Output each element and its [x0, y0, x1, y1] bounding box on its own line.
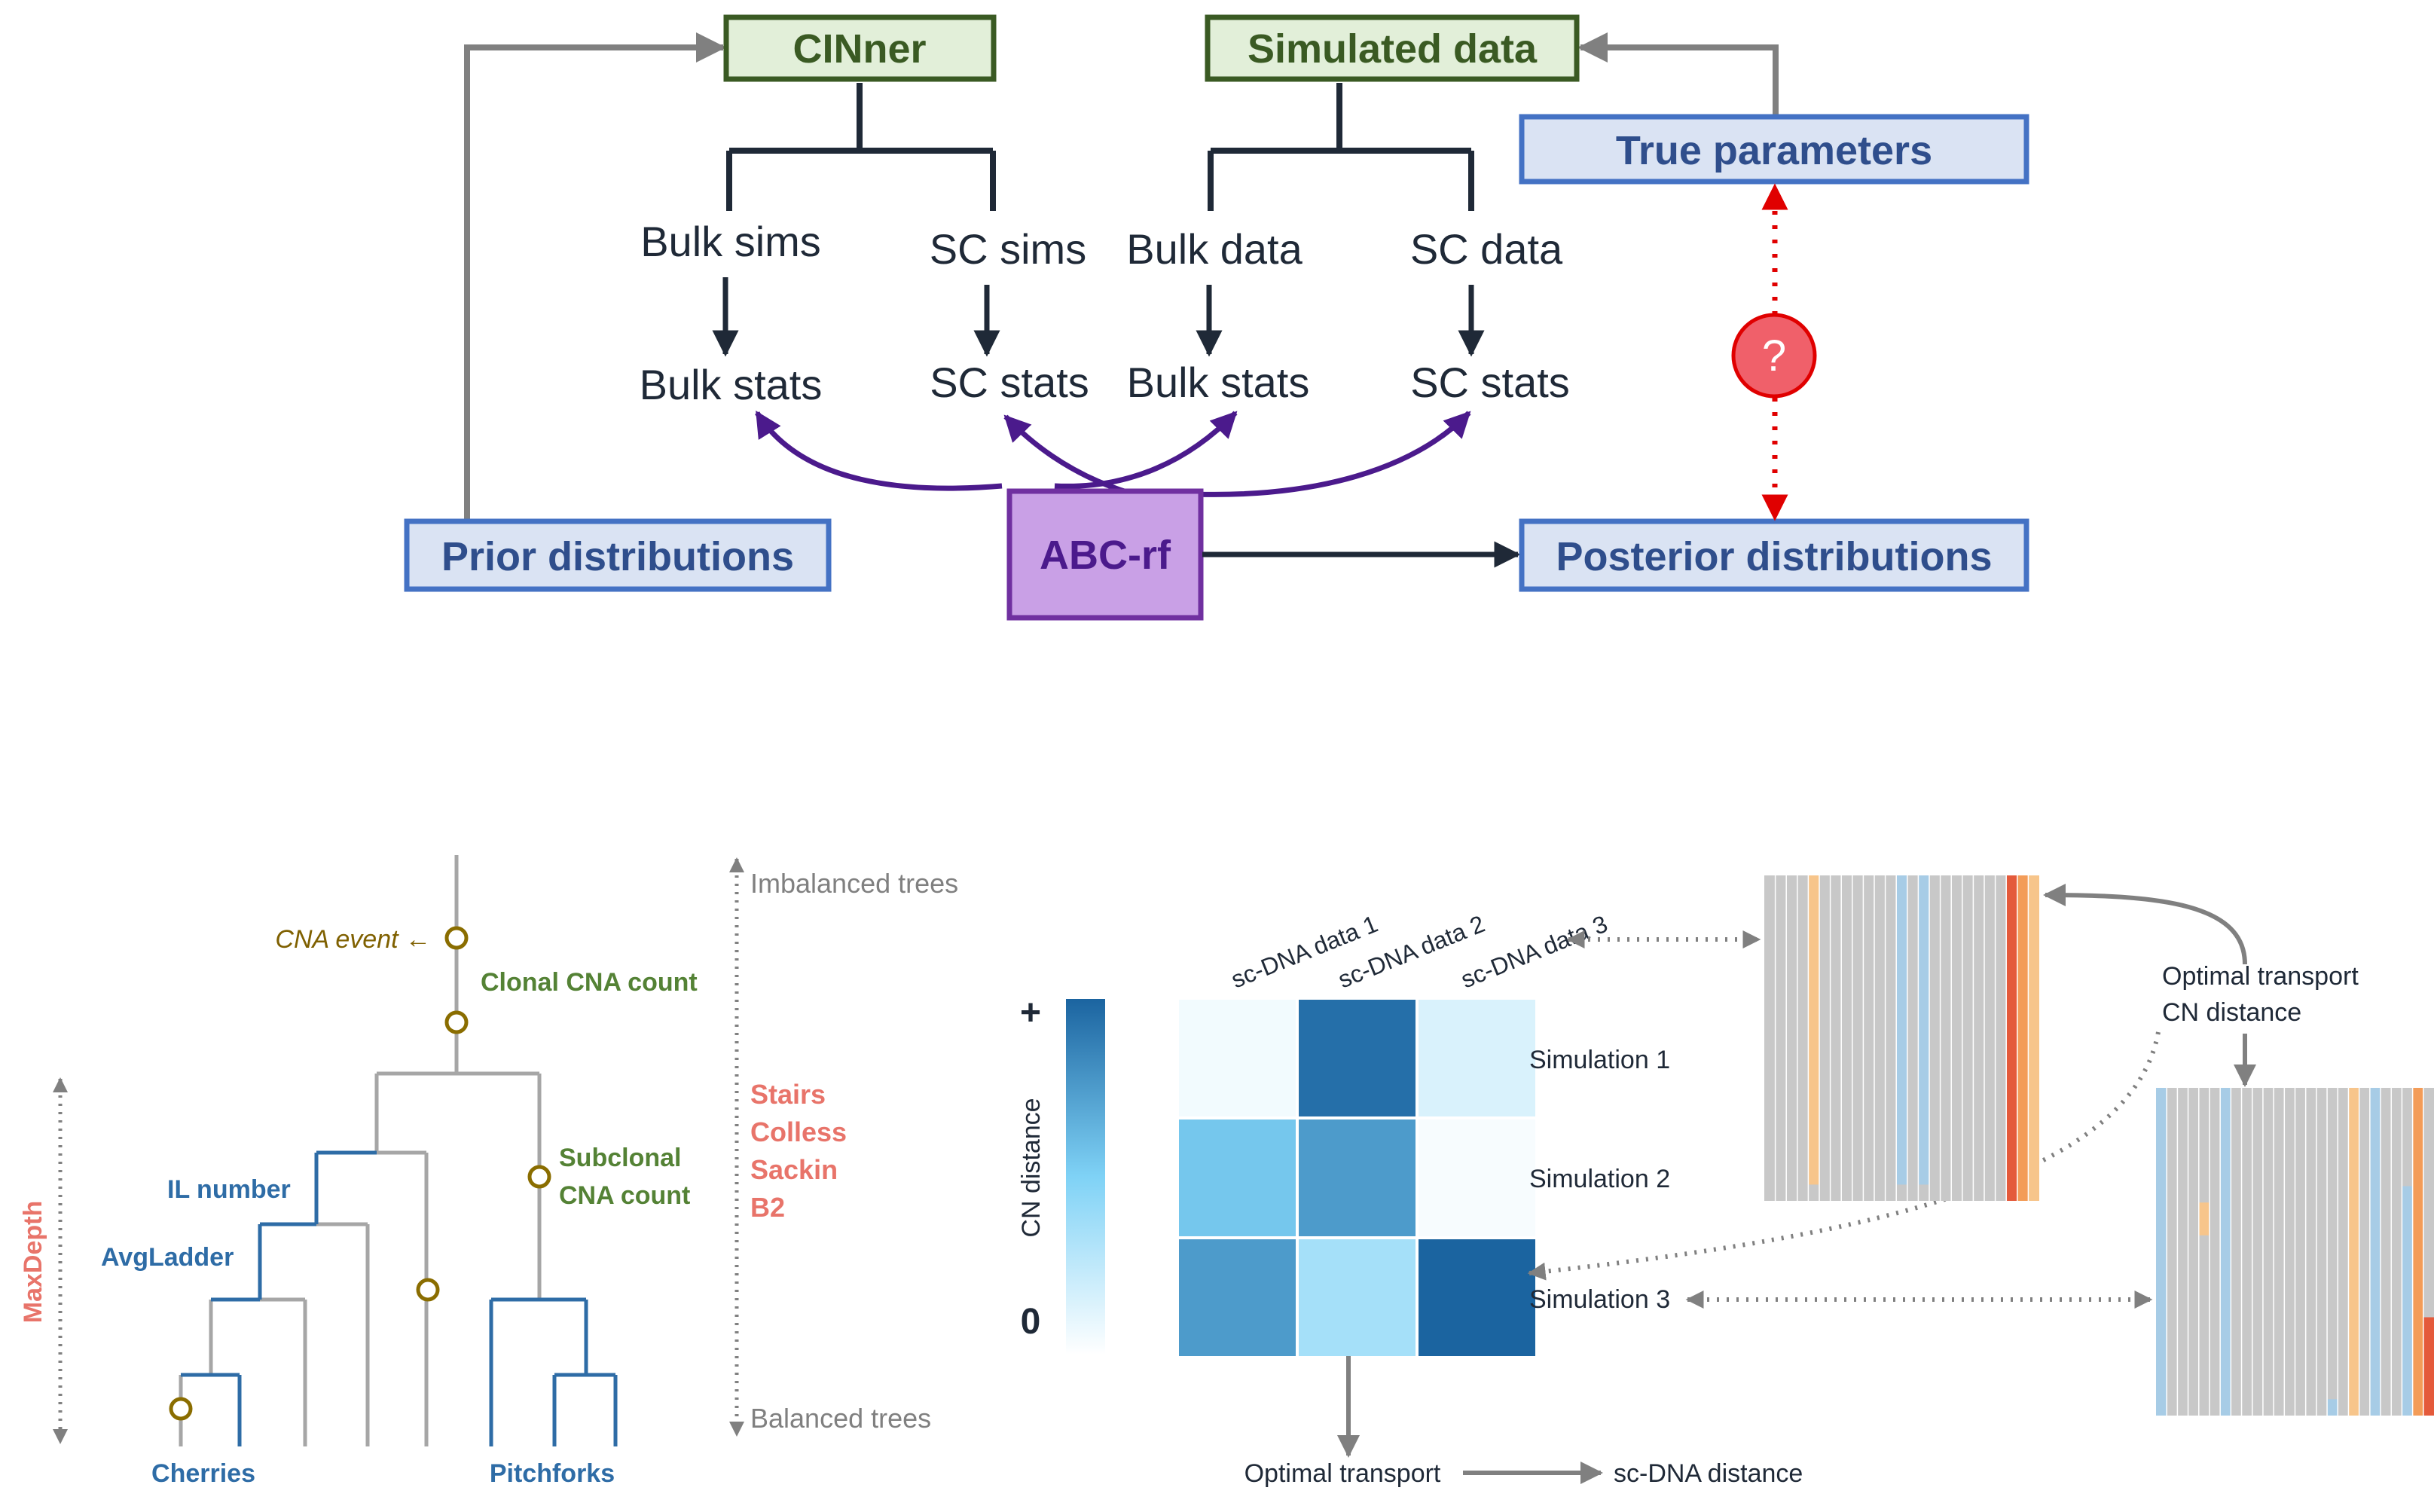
true-parameters-label: True parameters — [1616, 128, 1932, 173]
matrix-cell — [1179, 1239, 1296, 1356]
cna-event-marker-1 — [444, 926, 469, 950]
copy-number-heatmap-simulation — [2156, 1088, 2434, 1416]
ot-cn-label-line1: Optimal transport — [2162, 962, 2359, 991]
heatmap-segment — [2348, 1088, 2359, 1416]
phylogeny-tree — [179, 855, 618, 1446]
heatmap-segment — [2028, 875, 2039, 1201]
heatmap-segment — [2369, 1088, 2381, 1416]
posterior-label: Posterior distributions — [1556, 534, 1992, 579]
matrix-cell — [1419, 1119, 1535, 1236]
optimal-transport-label: Optimal transport — [1244, 1459, 1441, 1488]
il-number-label: IL number — [167, 1175, 291, 1204]
colorbar-zero: 0 — [1021, 1302, 1041, 1342]
matrix-cell — [1419, 1000, 1535, 1116]
truth-to-simulated-arrow — [1577, 32, 1779, 117]
matrix-cell — [1179, 1000, 1296, 1116]
simulated-data-label: Simulated data — [1248, 26, 1538, 72]
sc-dna-distance-label: sc-DNA distance — [1614, 1459, 1803, 1488]
ot-to-sim3-curve — [1527, 1031, 2161, 1281]
heatmap-segment — [2327, 1399, 2338, 1416]
heatmap-segment — [2198, 1202, 2210, 1236]
posterior-box — [1519, 518, 2029, 592]
heatmap-segment — [2412, 1088, 2423, 1416]
row-label-1: Simulation 1 — [1529, 1046, 1670, 1074]
stat-stairs: Stairs — [750, 1079, 826, 1110]
avgladder-label: AvgLadder — [101, 1243, 234, 1272]
pitchforks-label: Pitchforks — [490, 1459, 615, 1488]
colorbar — [1066, 999, 1105, 1355]
ot-cn-label-line2: CN distance — [2162, 998, 2301, 1027]
cherries-label: Cherries — [151, 1459, 255, 1488]
heatmap-segment — [2402, 1186, 2413, 1416]
question-mark: ? — [1762, 331, 1786, 380]
stats-arrows — [712, 277, 1485, 357]
matrix-cell — [1299, 1000, 1416, 1116]
heatmap-segment — [2006, 875, 2017, 1201]
prior-box — [404, 518, 832, 592]
clonal-cna-label: Clonal CNA count — [481, 968, 698, 997]
imbalanced-label: Imbalanced trees — [750, 868, 958, 899]
cna-event-markers — [169, 926, 551, 1421]
subclonal-cna-label-line1: Subclonal — [559, 1144, 681, 1172]
stat-b2: B2 — [750, 1192, 785, 1223]
cinner-box — [723, 14, 997, 82]
abc-rf-box — [1006, 488, 1204, 621]
abc-comparison-arrows — [755, 411, 1471, 500]
data-branch — [1208, 83, 1474, 211]
cinner-label: CINner — [793, 26, 926, 72]
sc-sims-label: SC sims — [930, 225, 1086, 273]
true-parameters-box — [1519, 114, 2029, 185]
bulk-stats-data-label: Bulk stats — [1127, 359, 1310, 406]
balanced-label: Balanced trees — [750, 1403, 931, 1434]
heatmap-segment — [1808, 875, 1819, 1185]
copy-number-heatmap-data — [1764, 875, 2039, 1201]
colorbar-plus: + — [1020, 993, 1041, 1033]
bulk-data-label: Bulk data — [1126, 225, 1303, 273]
prior-to-cinner-arrow — [464, 32, 726, 520]
prior-label: Prior distributions — [441, 534, 794, 579]
heatmap-segment — [2156, 1088, 2167, 1416]
cna-event-marker-3 — [527, 1165, 551, 1189]
distance-matrix — [1179, 1000, 1535, 1356]
maxdepth-label: MaxDepth — [19, 1201, 47, 1323]
abc-rf-label: ABC-rf — [1040, 533, 1171, 578]
sc-data-label: SC data — [1410, 225, 1563, 273]
cinner-branch — [726, 83, 996, 211]
bulk-sims-label: Bulk sims — [640, 218, 821, 265]
bulk-stats-sim-label: Bulk stats — [640, 361, 823, 408]
ot-to-top-heatmap-arrow — [2043, 884, 2247, 965]
matrix-cell — [1299, 1239, 1416, 1356]
colorbar-title: CN distance — [1017, 1098, 1046, 1237]
heatmap-segment — [2017, 875, 2029, 1201]
heatmap-segment — [2220, 1088, 2231, 1416]
subclonal-cna-label-line2: CNA count — [559, 1181, 690, 1210]
simulated-data-box — [1205, 14, 1580, 82]
matrix-cell — [1299, 1119, 1416, 1236]
sc-stats-data-label: SC stats — [1410, 359, 1570, 406]
row-label-3: Simulation 3 — [1529, 1285, 1670, 1314]
matrix-cell — [1179, 1119, 1296, 1236]
question-icon — [1731, 313, 1817, 399]
cna-event-marker-5 — [169, 1397, 193, 1421]
matrix-cell — [1419, 1239, 1535, 1356]
cna-event-marker-4 — [416, 1278, 440, 1302]
heatmap-segment — [2423, 1317, 2434, 1416]
cna-event-marker-2 — [444, 1010, 469, 1034]
stat-sackin: Sackin — [750, 1154, 838, 1185]
stat-colless: Colless — [750, 1116, 847, 1147]
heatmap-segment — [1918, 875, 1929, 1185]
row-label-2: Simulation 2 — [1529, 1165, 1670, 1193]
sc-stats-sim-label: SC stats — [930, 359, 1089, 406]
heatmap-segment — [1896, 875, 1907, 1185]
cna-event-label: CNA event ← — [275, 925, 431, 954]
